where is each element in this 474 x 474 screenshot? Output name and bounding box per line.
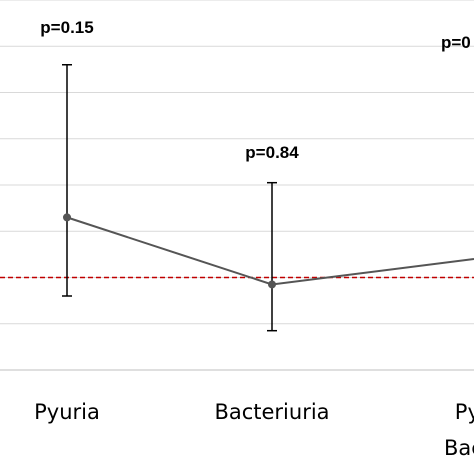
category-label: Pyuria bbox=[34, 400, 100, 424]
category-label: Bacte bbox=[444, 436, 474, 460]
category-label: Bacteriuria bbox=[214, 400, 329, 424]
data-point bbox=[268, 280, 276, 289]
p-value-label: p=0.84 bbox=[245, 143, 299, 162]
series-line bbox=[66, 216, 474, 286]
category-label: Pyu bbox=[455, 400, 474, 424]
category-labels: Pyuria Bacteriuria Pyu Bacte bbox=[34, 400, 474, 460]
error-bars bbox=[62, 64, 277, 332]
p-value-labels: p=0.15 p=0.84 p=0 bbox=[40, 18, 470, 162]
data-point bbox=[63, 213, 71, 222]
gridlines bbox=[0, 0, 474, 325]
p-value-label: p=0 bbox=[441, 33, 471, 52]
p-value-label: p=0.15 bbox=[40, 18, 93, 37]
data-points bbox=[63, 213, 276, 289]
